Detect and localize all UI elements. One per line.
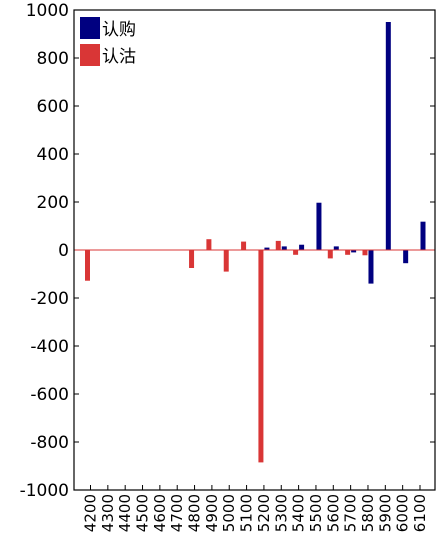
x-tick-label: 5000: [220, 494, 238, 532]
y-tick-label: 200: [37, 193, 69, 213]
x-tick-label: 5300: [272, 494, 290, 532]
y-tick-label: 1000: [26, 1, 69, 21]
bar-call: [264, 247, 270, 250]
x-tick-label: 4700: [168, 494, 186, 532]
x-tick-label: 5600: [324, 494, 342, 532]
y-tick-label: -600: [30, 385, 69, 405]
bar-call: [403, 250, 409, 264]
x-tick-label: 5500: [307, 494, 325, 532]
bar-call: [333, 246, 339, 250]
y-tick-label: 400: [37, 145, 69, 165]
bar-put: [189, 250, 195, 268]
bar-put: [258, 250, 264, 463]
x-tick-label: 5700: [342, 494, 360, 532]
x-tick-label: 5800: [359, 494, 377, 532]
x-tick-label: 4400: [116, 494, 134, 532]
plot-frame: [73, 9, 436, 491]
bar-call: [420, 221, 426, 250]
bar-put: [223, 250, 229, 272]
bar-put: [206, 239, 212, 250]
x-tick-label: 5400: [290, 494, 308, 532]
legend-label: 认购: [102, 20, 136, 40]
bar-put: [85, 250, 90, 281]
bar-put: [275, 240, 281, 250]
x-tick-label: 5200: [255, 494, 273, 532]
x-tick-label: 6100: [411, 494, 429, 532]
x-tick-label: 4600: [151, 494, 169, 532]
bar-call: [281, 246, 287, 250]
x-tick-label: 4500: [134, 494, 152, 532]
bar-put: [293, 250, 299, 255]
x-tick-label: 5900: [376, 494, 394, 532]
bar-call: [316, 202, 322, 250]
y-tick-label: 600: [37, 97, 69, 117]
y-tick-label: -1000: [20, 481, 69, 501]
legend-swatch: [80, 17, 100, 39]
y-tick-label: -400: [30, 337, 69, 357]
x-tick-label: 4200: [82, 494, 100, 532]
legend-label: 认沽: [102, 47, 136, 67]
bar-call: [368, 250, 374, 284]
y-tick-label: 800: [37, 49, 69, 69]
bar-call: [351, 250, 357, 253]
y-tick-label: -200: [30, 289, 69, 309]
x-tick-label: 4800: [186, 494, 204, 532]
x-tick-label: 6000: [394, 494, 412, 532]
y-axis-ticks: -1000 -800 -600 -400 -200 0 200 400 600 800 1000: [20, 1, 435, 501]
y-tick-label: 0: [58, 241, 69, 261]
x-tick-label: 4300: [99, 494, 117, 532]
x-tick-label: 5100: [238, 494, 256, 532]
x-axis-ticks: 4200 4300 4400 4500 4600 4700 4800 4900 5000 5100…: [82, 485, 429, 532]
legend-swatch: [80, 44, 100, 66]
bar-call: [299, 244, 305, 250]
bars: [85, 22, 426, 463]
x-tick-label: 4900: [203, 494, 221, 532]
bar-put: [345, 250, 351, 255]
bar-put: [362, 250, 368, 256]
bar-put: [241, 241, 247, 250]
bar-put: [327, 250, 333, 259]
y-tick-label: -800: [30, 433, 69, 453]
bar-call: [385, 22, 391, 250]
